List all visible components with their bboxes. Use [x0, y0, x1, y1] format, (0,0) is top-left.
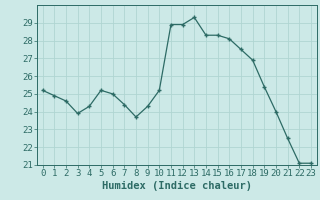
X-axis label: Humidex (Indice chaleur): Humidex (Indice chaleur) [102, 181, 252, 191]
